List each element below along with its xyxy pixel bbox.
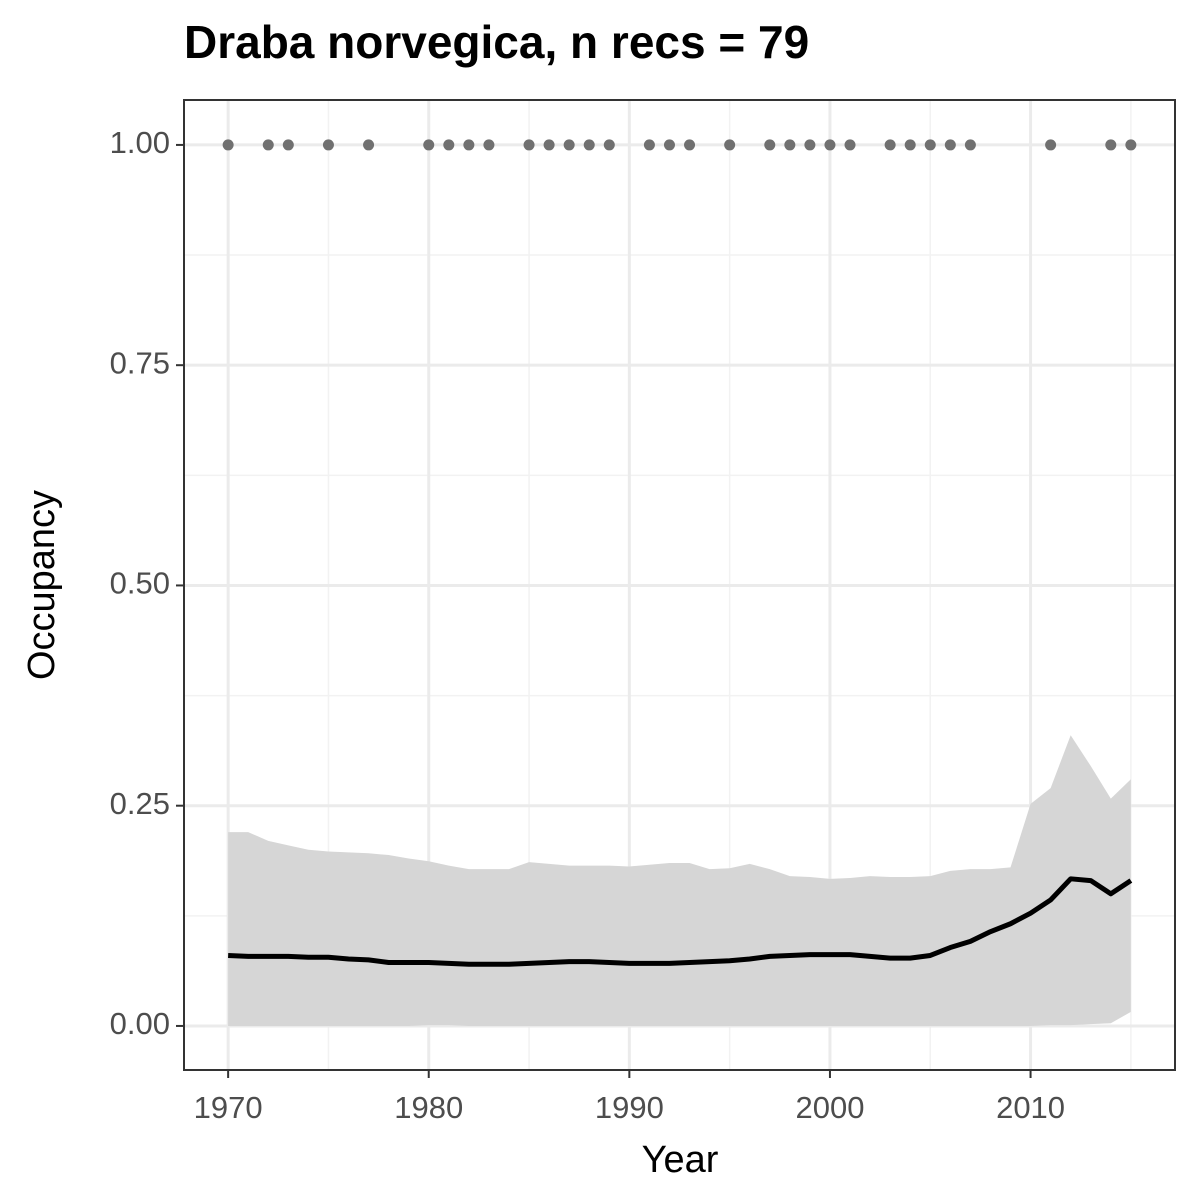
record-point [904,139,916,151]
record-point [603,139,615,151]
record-point [924,139,936,151]
y-tick-label: 0.00 [110,1006,170,1041]
x-tick-label: 1990 [595,1090,664,1125]
record-point [483,139,495,151]
y-tick-label: 0.25 [110,786,170,821]
record-point [523,139,535,151]
x-tick-label: 2000 [795,1090,864,1125]
record-point [583,139,595,151]
confidence-band [228,735,1131,1026]
y-axis-label: Occupancy [21,490,63,680]
record-point [663,139,675,151]
x-tick-label: 1980 [394,1090,463,1125]
record-point [784,139,796,151]
record-point [443,139,455,151]
x-tick-label: 2010 [996,1090,1065,1125]
record-point [282,139,294,151]
record-point [643,139,655,151]
record-point [764,139,776,151]
record-point [724,139,736,151]
record-point [944,139,956,151]
record-point [543,139,555,151]
record-point [322,139,334,151]
record-point [1125,139,1137,151]
record-point [1045,139,1057,151]
record-point [463,139,475,151]
x-axis-label: Year [642,1139,719,1181]
y-tick-label: 0.50 [110,566,170,601]
y-tick-label: 1.00 [110,125,170,160]
record-point [964,139,976,151]
record-point [804,139,816,151]
record-point [563,139,575,151]
mean-line [228,876,1133,967]
y-tick-label: 0.75 [110,345,170,380]
x-tick-label: 1970 [194,1090,263,1125]
chart-title: Draba norvegica, n recs = 79 [184,16,809,68]
record-point [884,139,896,151]
panel-border [183,99,1176,1071]
record-point [222,139,234,151]
record-point [844,139,856,151]
record-point [824,139,836,151]
record-point [363,139,375,151]
record-point [684,139,696,151]
record-point [423,139,435,151]
record-point [262,139,274,151]
record-point [1105,139,1117,151]
